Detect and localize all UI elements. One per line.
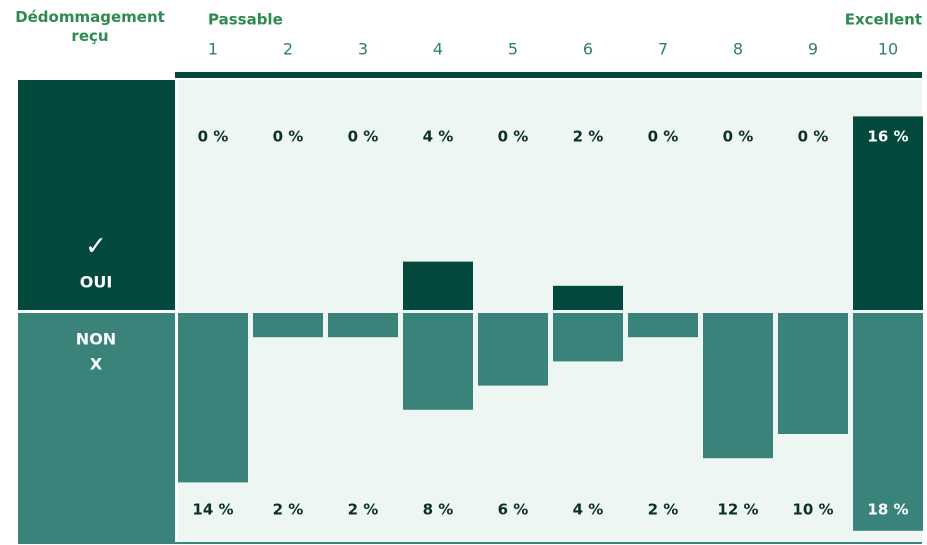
- oui-label: OUI: [80, 273, 113, 292]
- oui-bar: [553, 285, 623, 310]
- oui-value-label: 0 %: [348, 128, 379, 146]
- non-symbol: X: [90, 355, 103, 374]
- non-value-label: 2 %: [348, 501, 379, 519]
- non-value-label: 8 %: [423, 501, 454, 519]
- non-value-label: 12 %: [717, 501, 758, 519]
- non-bar: [403, 313, 473, 410]
- oui-bar: [403, 261, 473, 310]
- non-value-label: 14 %: [192, 501, 233, 519]
- oui-value-label: 0 %: [273, 128, 304, 146]
- non-bar: [703, 313, 773, 459]
- non-bar: [328, 313, 398, 338]
- oui-symbol: ✓: [85, 232, 107, 262]
- high-label: Excellent: [845, 11, 922, 29]
- non-label: NON: [76, 330, 116, 349]
- non-value-label: 2 %: [273, 501, 304, 519]
- non-bar: [853, 313, 923, 531]
- low-label: Passable: [208, 11, 283, 29]
- non-value-label: 6 %: [498, 501, 529, 519]
- oui-value-label: 16 %: [867, 128, 908, 146]
- category-label: 8: [733, 40, 743, 59]
- non-value-label: 18 %: [867, 501, 908, 519]
- non-bar: [553, 313, 623, 362]
- category-label: 10: [878, 40, 898, 59]
- category-label: 3: [358, 40, 368, 59]
- oui-value-label: 0 %: [498, 128, 529, 146]
- oui-value-label: 2 %: [573, 128, 604, 146]
- oui-value-label: 0 %: [798, 128, 829, 146]
- non-value-label: 2 %: [648, 501, 679, 519]
- category-label: 1: [208, 40, 218, 59]
- oui-bar: [853, 116, 923, 311]
- oui-value-label: 0 %: [648, 128, 679, 146]
- oui-value-label: 4 %: [423, 128, 454, 146]
- non-bar: [478, 313, 548, 386]
- non-bar: [178, 313, 248, 483]
- non-value-label: 4 %: [573, 501, 604, 519]
- non-bar: [253, 313, 323, 338]
- non-block: [18, 313, 175, 543]
- row-header: Dédommagement reçu: [15, 8, 165, 45]
- category-label: 9: [808, 40, 818, 59]
- header-rule: [175, 72, 922, 78]
- oui-value-label: 0 %: [723, 128, 754, 146]
- category-label: 7: [658, 40, 668, 59]
- oui-block: [18, 80, 175, 310]
- non-bar: [628, 313, 698, 338]
- category-label: 5: [508, 40, 518, 59]
- non-bar: [778, 313, 848, 434]
- category-label: 4: [433, 40, 443, 59]
- category-label: 2: [283, 40, 293, 59]
- category-label: 6: [583, 40, 593, 59]
- oui-value-label: 0 %: [198, 128, 229, 146]
- non-value-label: 10 %: [792, 501, 833, 519]
- plot-background: [178, 80, 922, 543]
